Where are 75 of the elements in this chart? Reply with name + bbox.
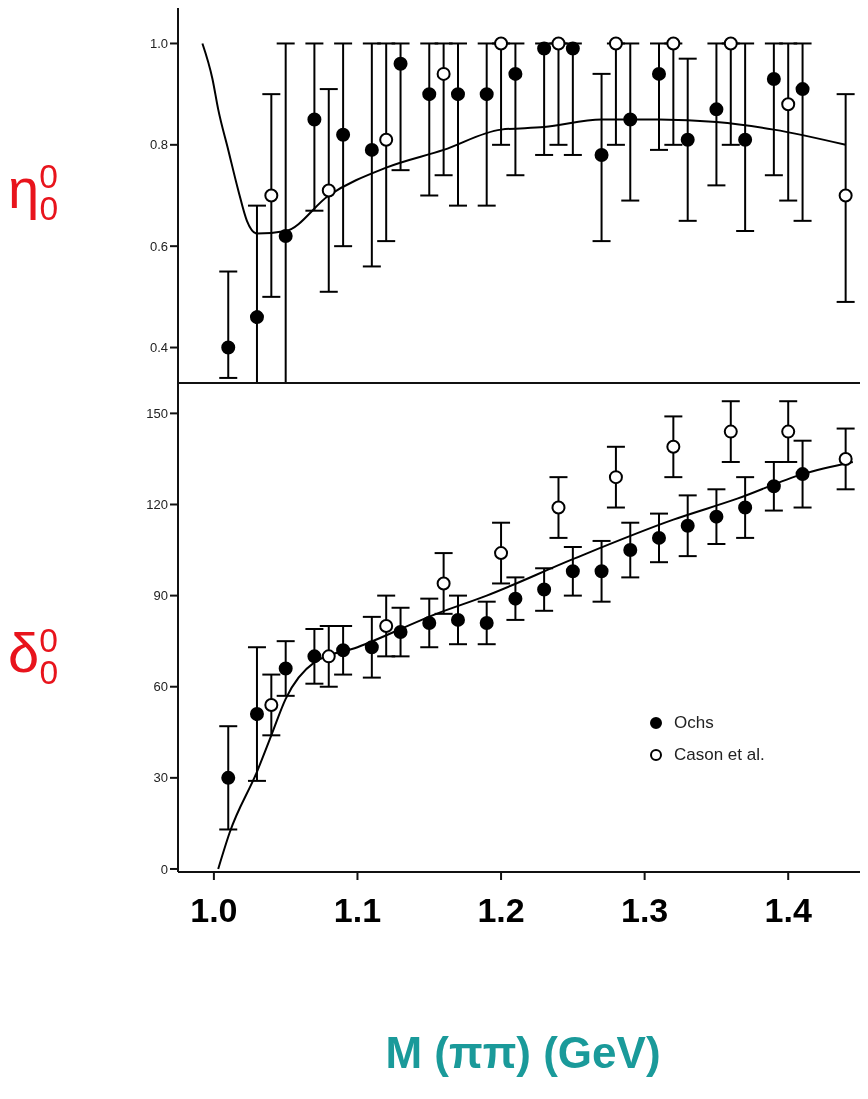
y-tick-label: 60 [153, 679, 168, 695]
x-tick-label: 1.3 [621, 891, 669, 930]
y-tick-label: 30 [153, 770, 168, 786]
point [307, 649, 322, 664]
point [608, 470, 623, 485]
legend-label: Ochs [674, 713, 714, 733]
point [623, 112, 638, 127]
y-tick-label: 0.6 [149, 238, 168, 254]
point [781, 424, 796, 439]
point [422, 87, 437, 102]
point [393, 56, 408, 71]
y-tick-label: 150 [146, 405, 168, 421]
point [336, 127, 351, 142]
legend-label: Cason et al. [674, 745, 765, 765]
point [651, 66, 666, 81]
point [623, 543, 638, 558]
point [249, 707, 264, 722]
y-tick-label: 0.8 [149, 137, 168, 153]
point [364, 640, 379, 655]
point [766, 479, 781, 494]
point [422, 615, 437, 630]
point [494, 546, 509, 561]
point [738, 500, 753, 515]
point [594, 564, 609, 579]
point [221, 770, 236, 785]
y-tick-label: 1.0 [149, 36, 168, 52]
point [336, 643, 351, 658]
point [551, 500, 566, 515]
point [278, 229, 293, 244]
point [781, 97, 796, 112]
point [249, 310, 264, 325]
x-tick-label: 1.4 [764, 891, 812, 930]
point [278, 661, 293, 676]
x-tick-label: 1.0 [190, 891, 238, 930]
point [264, 697, 279, 712]
point [321, 183, 336, 198]
point [738, 132, 753, 147]
point [666, 439, 681, 454]
point [537, 582, 552, 597]
point [364, 142, 379, 157]
point [307, 112, 322, 127]
x-tick-label: 1.2 [477, 891, 525, 930]
x-tick-label: 1.1 [333, 891, 382, 930]
y-tick-label: 90 [153, 588, 168, 604]
x-axis-title: M (ππ) (GeV) [384, 1028, 662, 1078]
point [508, 591, 523, 606]
point [838, 451, 853, 466]
point [436, 576, 451, 591]
point [795, 467, 810, 482]
point [709, 509, 724, 524]
point [450, 612, 465, 627]
point [379, 132, 394, 147]
point [651, 530, 666, 545]
point [436, 66, 451, 81]
point [264, 188, 279, 203]
point [723, 424, 738, 439]
point [594, 147, 609, 162]
point [680, 132, 695, 147]
point [221, 340, 236, 355]
point [766, 71, 781, 86]
point [450, 87, 465, 102]
y-tick-label: 120 [146, 497, 168, 513]
point [508, 66, 523, 81]
point [709, 102, 724, 117]
point [795, 82, 810, 97]
point [379, 618, 394, 633]
y-tick-label: 0 [160, 861, 168, 877]
point [479, 615, 494, 630]
point [680, 518, 695, 533]
point [565, 564, 580, 579]
point [479, 87, 494, 102]
point [321, 649, 336, 664]
y-tick-label: 0.4 [149, 340, 168, 356]
point [393, 625, 408, 640]
point [838, 188, 853, 203]
